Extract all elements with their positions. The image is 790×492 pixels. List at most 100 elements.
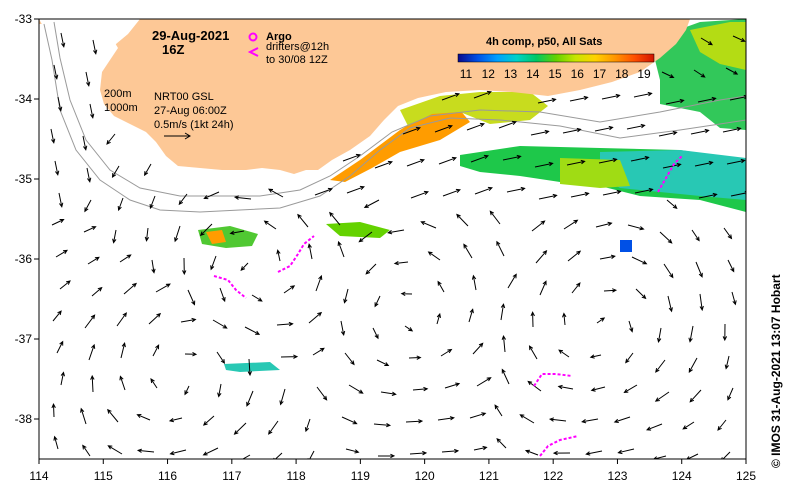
current-vector (372, 327, 379, 340)
current-vector (500, 303, 506, 321)
current-vector (345, 448, 360, 454)
current-vector (53, 435, 59, 450)
current-vector (219, 287, 226, 303)
current-vector (502, 154, 522, 161)
lat-tick-label: -38 (15, 412, 33, 426)
current-vector (84, 314, 96, 329)
current-vector (617, 448, 635, 455)
current-vector (83, 226, 97, 233)
current-vector (661, 71, 675, 78)
isobath-200-label: 200m (104, 88, 132, 100)
current-vector (539, 280, 547, 296)
current-vector (470, 154, 489, 163)
current-vector (148, 312, 162, 325)
current-vector (144, 227, 150, 242)
current-vector (251, 294, 263, 302)
drifter-track (533, 373, 573, 387)
current-vector (473, 90, 492, 99)
drifter-track (539, 435, 579, 457)
current-vector (476, 377, 492, 387)
lat-tick-label: -33 (15, 12, 33, 26)
current-vector (315, 274, 323, 292)
colorbar-tick-label: 16 (571, 67, 585, 81)
current-vector (689, 389, 702, 403)
current-vector (365, 263, 377, 275)
current-vector (149, 195, 156, 210)
current-vector (53, 64, 59, 80)
lat-tick-label: -34 (15, 92, 33, 106)
current-vector (466, 122, 485, 131)
lon-tick-label: 122 (543, 469, 563, 483)
colorbar-tick-label: 14 (526, 67, 540, 81)
current-vector (307, 243, 313, 260)
current-vector (308, 311, 323, 324)
current-vector (58, 192, 64, 208)
current-vector (87, 256, 100, 265)
current-vector (646, 423, 663, 431)
product-label: NRT00 GSL (154, 91, 214, 103)
current-vector (655, 359, 666, 373)
current-vector (717, 419, 727, 431)
current-vector (267, 188, 284, 198)
current-vector (437, 280, 445, 293)
current-vector (471, 274, 477, 291)
current-vector (427, 251, 441, 261)
current-vector (596, 317, 606, 324)
current-vector (56, 340, 64, 354)
drifter-track (657, 155, 683, 193)
current-vector (724, 355, 730, 370)
current-vector (595, 221, 613, 228)
current-vector (727, 259, 735, 273)
current-vector (112, 229, 117, 244)
current-vector (55, 249, 68, 258)
current-vector (594, 125, 614, 132)
current-vector (534, 161, 554, 168)
current-vector (688, 357, 698, 373)
lat-tick-label: -35 (15, 172, 33, 186)
current-vector (297, 213, 309, 228)
current-vector (436, 312, 441, 325)
current-vector (387, 229, 405, 235)
current-vector (80, 407, 87, 425)
lon-tick-label: 124 (672, 469, 692, 483)
current-vector (469, 412, 487, 419)
current-vector (363, 199, 380, 209)
current-vector (548, 417, 567, 422)
current-vector (406, 158, 425, 167)
current-vector (722, 323, 728, 342)
current-vector (693, 69, 706, 78)
lon-tick-label: 120 (415, 469, 435, 483)
current-vector (346, 185, 365, 194)
current-vector (405, 419, 424, 424)
current-vector (498, 120, 517, 129)
current-vector (393, 260, 409, 266)
current-vector (440, 348, 453, 357)
current-vector (690, 128, 710, 135)
plot-frame (38, 18, 747, 460)
lon-tick-label: 116 (158, 469, 177, 483)
current-vectors (50, 32, 746, 459)
current-vector (727, 387, 734, 401)
current-vector (456, 213, 469, 227)
current-vector (380, 391, 397, 396)
current-vector (434, 124, 453, 133)
current-vector (601, 93, 621, 100)
current-vector (59, 280, 71, 290)
colorbar-tick-label: 15 (548, 67, 562, 81)
current-vector (626, 123, 646, 130)
current-vector (630, 155, 650, 162)
lon-tick-label: 115 (94, 469, 113, 483)
current-vector (91, 286, 103, 297)
current-vector (377, 453, 396, 459)
current-vector (52, 310, 62, 322)
current-vector (585, 450, 603, 456)
current-vector (731, 291, 737, 306)
current-vector (662, 162, 682, 169)
current-vector (688, 325, 694, 343)
current-vector (273, 452, 283, 459)
current-vector (276, 321, 294, 327)
current-vector (474, 186, 493, 195)
current-vector (168, 417, 183, 423)
current-vector (444, 382, 461, 389)
current-vector (530, 129, 550, 136)
